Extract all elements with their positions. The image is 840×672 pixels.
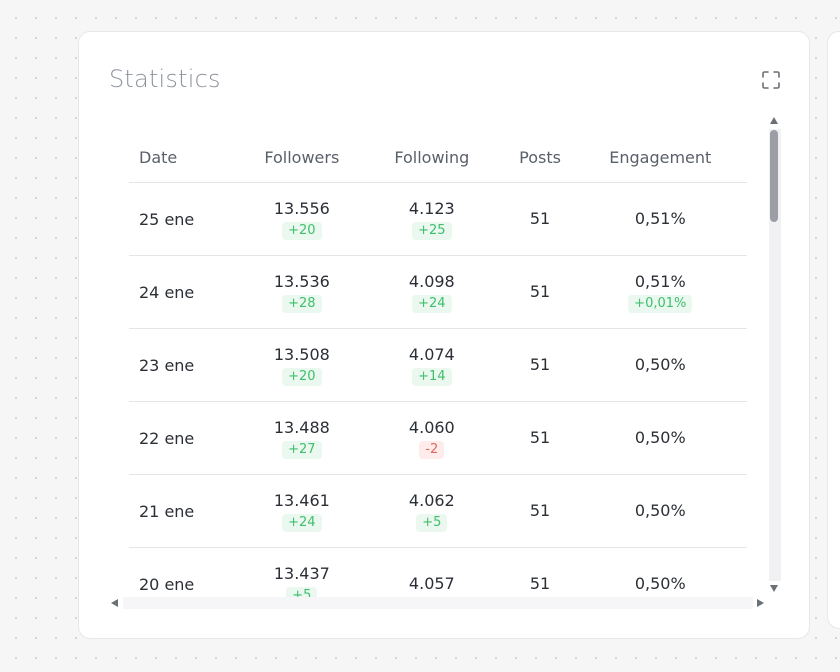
scroll-right-arrow-icon[interactable] (757, 599, 764, 607)
cell-posts: 51 (506, 255, 574, 329)
cell-followers: 13.461 +24 (246, 474, 358, 548)
statistics-table: Date Followers Following Posts Engagemen… (129, 133, 747, 599)
adjacent-card (827, 31, 840, 629)
followers-value: 13.556 (273, 198, 330, 218)
following-value: 4.098 (408, 271, 455, 291)
following-value: 4.057 (408, 574, 455, 593)
cell-followers: 13.536 +28 (246, 255, 358, 329)
cell-date: 23 ene (129, 328, 247, 402)
engagement-delta-badge: +0,01% (628, 294, 693, 313)
statistics-table-viewport[interactable]: Date Followers Following Posts Engagemen… (129, 133, 747, 599)
followers-delta-badge: +27 (282, 440, 322, 459)
cell-following: 4.060 -2 (357, 401, 507, 475)
fullscreen-icon[interactable] (761, 70, 781, 90)
following-value: 4.123 (408, 198, 455, 218)
cell-date: 22 ene (129, 401, 247, 475)
header-following: Following (357, 133, 507, 183)
cell-posts: 51 (506, 547, 574, 599)
posts-value: 51 (529, 501, 551, 520)
cell-date: 24 ene (129, 255, 247, 329)
posts-value: 51 (529, 209, 551, 228)
cell-posts: 51 (506, 401, 574, 475)
posts-value: 51 (529, 428, 551, 447)
cell-engagement: 0,50% (573, 328, 747, 402)
cell-following: 4.098 +24 (357, 255, 507, 329)
cell-posts: 51 (506, 182, 574, 256)
engagement-value: 0,50% (634, 428, 686, 447)
table-header-row: Date Followers Following Posts Engagemen… (129, 133, 747, 183)
followers-value: 13.461 (273, 490, 330, 510)
vertical-scroll-track[interactable] (769, 129, 781, 581)
header-followers: Followers (246, 133, 358, 183)
cell-engagement: 0,51% (573, 182, 747, 256)
followers-delta-badge: +20 (282, 221, 322, 240)
horizontal-scrollbar[interactable] (111, 597, 765, 609)
followers-delta-badge: +24 (282, 513, 322, 532)
cell-engagement: 0,50% (573, 401, 747, 475)
table-row: 24 ene 13.536 +28 4.098 +24 51 0,51% +0,01% (129, 255, 747, 329)
following-value: 4.062 (408, 490, 455, 510)
followers-delta-badge: +20 (282, 367, 322, 386)
cell-date: 25 ene (129, 182, 247, 256)
scroll-left-arrow-icon[interactable] (111, 599, 118, 607)
following-value: 4.074 (408, 344, 455, 364)
cell-following: 4.074 +14 (357, 328, 507, 402)
cell-engagement: 0,51% +0,01% (573, 255, 747, 329)
following-delta-badge: +14 (412, 367, 452, 386)
cell-followers: 13.508 +20 (246, 328, 358, 402)
table-row: 23 ene 13.508 +20 4.074 +14 51 0,50% (129, 328, 747, 402)
following-delta-badge: +5 (416, 513, 448, 532)
cell-posts: 51 (506, 328, 574, 402)
posts-value: 51 (529, 282, 551, 301)
engagement-value: 0,50% (634, 501, 686, 520)
following-delta-badge: +24 (412, 294, 452, 313)
engagement-value: 0,50% (634, 355, 686, 374)
cell-followers: 13.437 +5 (246, 547, 358, 599)
table-row: 20 ene 13.437 +5 4.057 51 0,50% (129, 547, 747, 599)
cell-date: 20 ene (129, 547, 247, 599)
vertical-scrollbar[interactable] (769, 117, 781, 595)
cell-date: 21 ene (129, 474, 247, 548)
statistics-card: Statistics Date Followers Following Post… (78, 31, 810, 639)
followers-value: 13.488 (273, 417, 330, 437)
table-row: 21 ene 13.461 +24 4.062 +5 51 0,50% (129, 474, 747, 548)
header-posts: Posts (506, 133, 574, 183)
header-engagement: Engagement (573, 133, 747, 183)
scroll-up-arrow-icon[interactable] (770, 117, 778, 124)
followers-value: 13.437 (273, 563, 330, 583)
cell-engagement: 0,50% (573, 547, 747, 599)
cell-followers: 13.488 +27 (246, 401, 358, 475)
cell-following: 4.057 (357, 547, 507, 599)
posts-value: 51 (529, 355, 551, 374)
followers-value: 13.536 (273, 271, 330, 291)
following-delta-badge: +25 (412, 221, 452, 240)
cell-following: 4.062 +5 (357, 474, 507, 548)
engagement-value: 0,50% (634, 574, 686, 593)
followers-delta-badge: +5 (286, 586, 318, 599)
cell-following: 4.123 +25 (357, 182, 507, 256)
cell-posts: 51 (506, 474, 574, 548)
card-title: Statistics (109, 65, 221, 93)
followers-delta-badge: +28 (282, 294, 322, 313)
header-date: Date (129, 133, 247, 183)
engagement-value: 0,51% (634, 209, 686, 228)
following-value: 4.060 (408, 417, 455, 437)
engagement-value: 0,51% (634, 271, 686, 291)
scroll-down-arrow-icon[interactable] (770, 585, 778, 592)
cell-engagement: 0,50% (573, 474, 747, 548)
vertical-scroll-thumb[interactable] (770, 130, 778, 222)
following-delta-badge: -2 (419, 440, 445, 459)
table-row: 22 ene 13.488 +27 4.060 -2 51 0,50% (129, 401, 747, 475)
cell-followers: 13.556 +20 (246, 182, 358, 256)
posts-value: 51 (529, 574, 551, 593)
horizontal-scroll-track[interactable] (123, 597, 753, 609)
followers-value: 13.508 (273, 344, 330, 364)
table-row: 25 ene 13.556 +20 4.123 +25 51 0,51% (129, 182, 747, 256)
